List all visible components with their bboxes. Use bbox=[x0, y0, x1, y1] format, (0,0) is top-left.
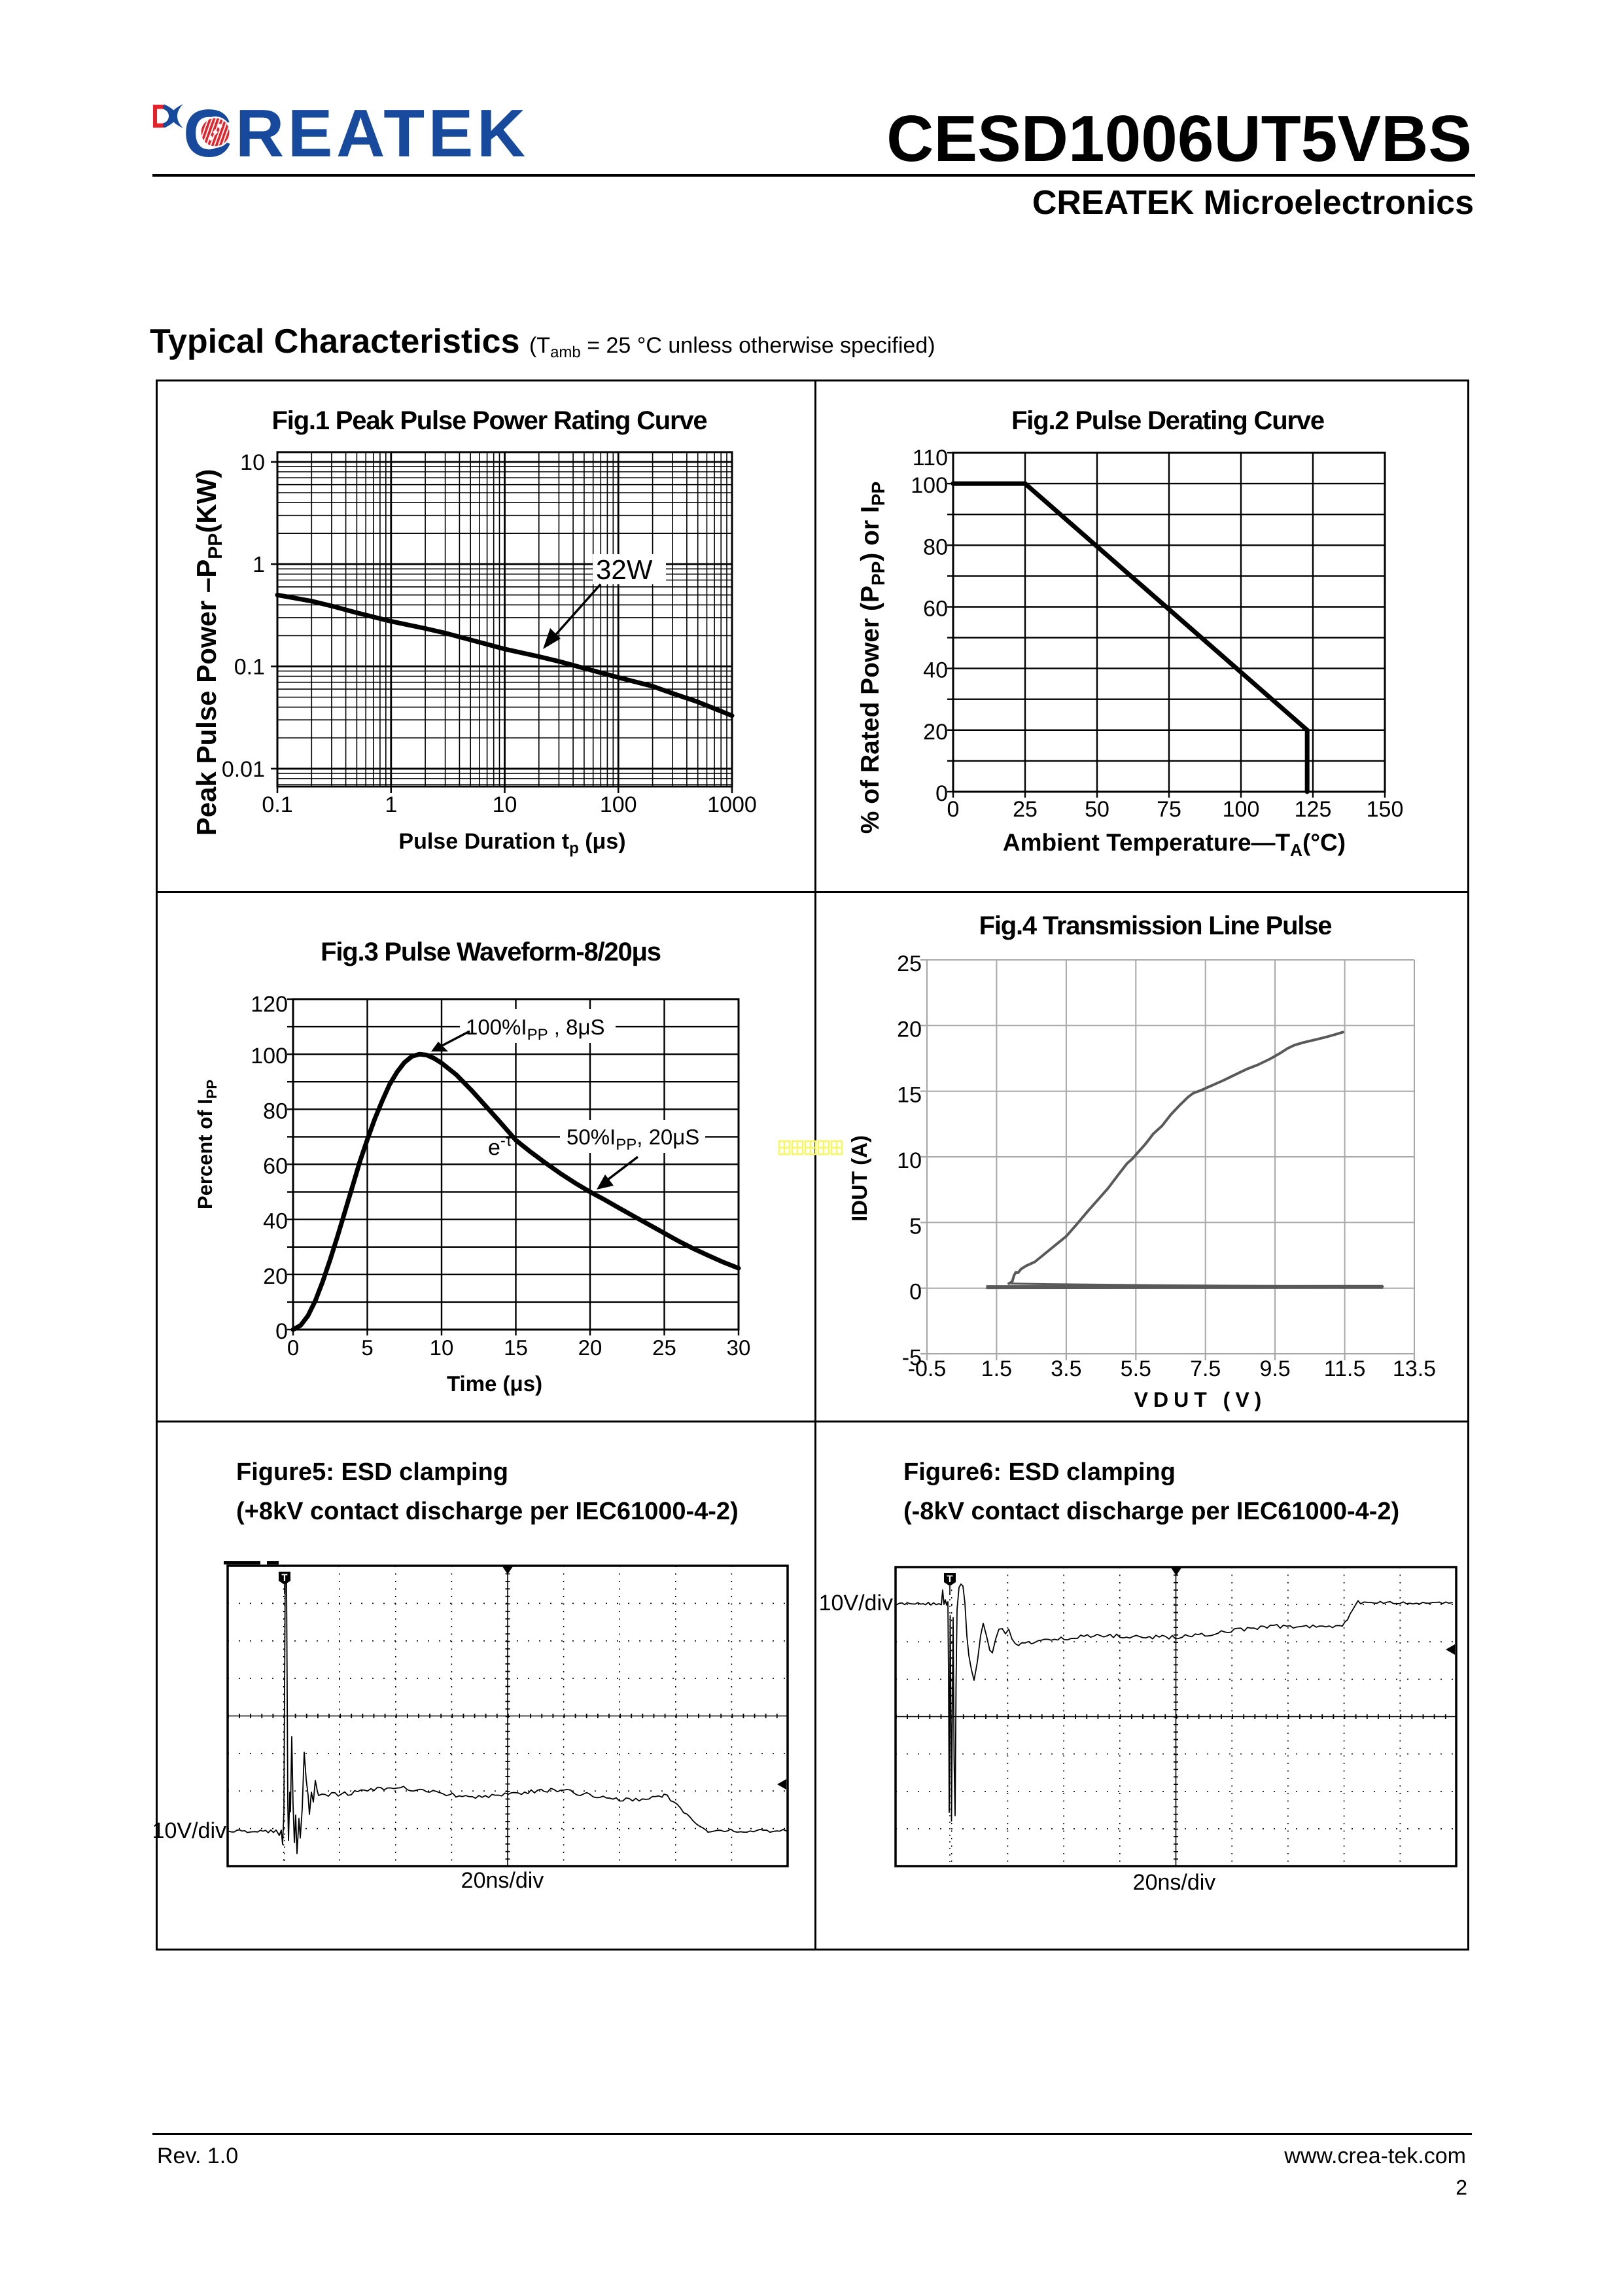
svg-text:1: 1 bbox=[253, 552, 265, 577]
svg-text:10V/div: 10V/div bbox=[152, 1818, 226, 1843]
svg-text:Ambient Temperature—TA(°C): Ambient Temperature—TA(°C) bbox=[1003, 829, 1346, 860]
svg-text:Fig.3 Pulse Waveform-8/20μs: Fig.3 Pulse Waveform-8/20μs bbox=[321, 938, 661, 966]
svg-text:VDUT (V): VDUT (V) bbox=[1134, 1388, 1267, 1411]
svg-text:T: T bbox=[281, 1572, 287, 1583]
svg-text:40: 40 bbox=[263, 1209, 288, 1234]
svg-text:T: T bbox=[947, 1574, 952, 1585]
svg-text:10: 10 bbox=[493, 792, 517, 817]
svg-text:0: 0 bbox=[909, 1280, 922, 1305]
svg-text:25: 25 bbox=[652, 1335, 676, 1360]
svg-text:50: 50 bbox=[1085, 797, 1109, 822]
svg-text:20ns/div: 20ns/div bbox=[461, 1868, 544, 1893]
svg-text:15: 15 bbox=[504, 1335, 528, 1360]
svg-text:5.5: 5.5 bbox=[1121, 1356, 1151, 1381]
svg-text:0: 0 bbox=[287, 1335, 299, 1360]
svg-text:40: 40 bbox=[923, 658, 948, 683]
svg-text:10V/div: 10V/div bbox=[819, 1591, 893, 1616]
svg-text:100: 100 bbox=[1223, 797, 1260, 822]
svg-text:20: 20 bbox=[263, 1264, 288, 1289]
svg-text:% of Rated Power (PPP) or IPP: % of Rated Power (PPP) or IPP bbox=[856, 482, 888, 834]
svg-text:Figure6: ESD clamping: Figure6: ESD clamping bbox=[903, 1458, 1176, 1486]
svg-text:0.1: 0.1 bbox=[234, 655, 265, 680]
svg-text:10: 10 bbox=[897, 1148, 922, 1173]
svg-text:110: 110 bbox=[913, 446, 948, 470]
svg-text:3.5: 3.5 bbox=[1051, 1356, 1081, 1381]
svg-text:60: 60 bbox=[263, 1154, 288, 1179]
svg-text:20: 20 bbox=[923, 720, 948, 745]
svg-text:Fig.2 Pulse Derating Curve: Fig.2 Pulse Derating Curve bbox=[1011, 406, 1324, 435]
svg-text:150: 150 bbox=[1367, 797, 1404, 822]
svg-text:0: 0 bbox=[275, 1319, 288, 1344]
svg-text:Figure5: ESD clamping: Figure5: ESD clamping bbox=[236, 1458, 508, 1486]
svg-text:Fig.1 Peak Pulse Power Rating: Fig.1 Peak Pulse Power Rating Curve bbox=[272, 406, 707, 435]
svg-text:30: 30 bbox=[727, 1335, 751, 1360]
svg-text:11.5: 11.5 bbox=[1324, 1356, 1366, 1381]
svg-text:5: 5 bbox=[909, 1214, 922, 1239]
svg-text:32W: 32W bbox=[596, 554, 653, 585]
svg-text:20: 20 bbox=[897, 1017, 922, 1042]
svg-text:Peak Pulse Power –PPP(KW): Peak Pulse Power –PPP(KW) bbox=[191, 469, 226, 836]
svg-text:1.5: 1.5 bbox=[981, 1356, 1012, 1381]
svg-text:Fig.4 Transmission Line Pulse: Fig.4 Transmission Line Pulse bbox=[979, 911, 1332, 940]
svg-text:20ns/div: 20ns/div bbox=[1133, 1870, 1216, 1895]
svg-text:100: 100 bbox=[600, 792, 637, 817]
svg-text:25: 25 bbox=[1013, 797, 1038, 822]
svg-text:1000: 1000 bbox=[707, 792, 757, 817]
svg-text:0: 0 bbox=[947, 797, 960, 822]
svg-text:9.5: 9.5 bbox=[1259, 1356, 1290, 1381]
svg-text:7.5: 7.5 bbox=[1190, 1356, 1221, 1381]
svg-text:-5: -5 bbox=[902, 1345, 922, 1370]
svg-text:Time (μs): Time (μs) bbox=[447, 1371, 542, 1396]
svg-text:100: 100 bbox=[251, 1044, 288, 1069]
svg-text:0: 0 bbox=[935, 781, 948, 806]
svg-text:5: 5 bbox=[361, 1335, 373, 1360]
svg-text:80: 80 bbox=[263, 1099, 288, 1123]
svg-text:60: 60 bbox=[923, 597, 948, 622]
svg-text:(-8kV contact discharge per IE: (-8kV contact discharge per IEC61000-4-2… bbox=[903, 1498, 1399, 1525]
svg-text:-0.5: -0.5 bbox=[908, 1356, 947, 1381]
svg-text:125: 125 bbox=[1295, 797, 1332, 822]
svg-text:Pulse Duration tp (μs): Pulse Duration tp (μs) bbox=[398, 829, 625, 857]
svg-text:0.01: 0.01 bbox=[222, 757, 265, 782]
svg-text:120: 120 bbox=[251, 992, 288, 1017]
svg-text:(+8kV contact discharge per IE: (+8kV contact discharge per IEC61000-4-2… bbox=[236, 1498, 739, 1525]
svg-text:13.5: 13.5 bbox=[1393, 1356, 1436, 1381]
svg-text:0.1: 0.1 bbox=[262, 792, 292, 817]
svg-text:Percent of IPP: Percent of IPP bbox=[194, 1080, 220, 1209]
svg-text:100: 100 bbox=[911, 473, 948, 498]
svg-text:e-τ: e-τ bbox=[488, 1132, 512, 1160]
svg-text:15: 15 bbox=[897, 1083, 922, 1108]
svg-text:20: 20 bbox=[578, 1335, 602, 1360]
svg-text:25: 25 bbox=[897, 951, 922, 976]
svg-text:CREATEK: CREATEK bbox=[183, 96, 529, 170]
svg-text:80: 80 bbox=[923, 535, 948, 559]
svg-text:10: 10 bbox=[240, 450, 265, 475]
svg-text:IDUT (A): IDUT (A) bbox=[847, 1135, 871, 1222]
svg-text:75: 75 bbox=[1157, 797, 1181, 822]
svg-text:10: 10 bbox=[430, 1335, 454, 1360]
svg-text:1: 1 bbox=[385, 792, 397, 817]
